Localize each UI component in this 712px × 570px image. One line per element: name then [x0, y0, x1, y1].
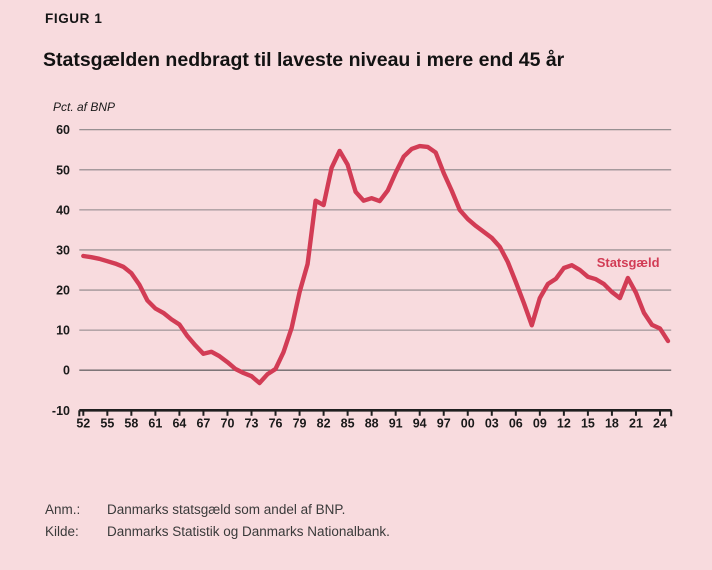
x-axis-tick-label: 52	[76, 417, 90, 431]
x-axis-tick-label: 58	[124, 417, 138, 431]
figure-label: FIGUR 1	[45, 11, 103, 26]
y-axis-tick-label: 10	[56, 324, 70, 338]
x-axis-tick-label: 06	[509, 417, 523, 431]
x-axis-tick-label: 88	[365, 417, 379, 431]
x-axis-tick-label: 67	[196, 417, 210, 431]
x-axis-tick-label: 12	[557, 417, 571, 431]
y-axis-tick-label: 30	[56, 243, 70, 257]
x-axis-tick-label: 91	[389, 417, 403, 431]
x-axis-tick-label: 70	[221, 417, 235, 431]
y-axis-tick-label: 0	[63, 364, 70, 378]
statsgaeld-series-line	[81, 143, 671, 386]
x-axis-tick-label: 76	[269, 417, 283, 431]
series-label-statsgaeld: Statsgæld	[597, 255, 660, 270]
x-axis-tick-label: 64	[172, 417, 186, 431]
x-axis-tick-label: 15	[581, 417, 595, 431]
y-axis-tick-label: 50	[56, 163, 70, 177]
source-label: Kilde:	[45, 524, 79, 539]
x-axis-tick-label: 18	[605, 417, 619, 431]
note-text: Danmarks statsgæld som andel af BNP.	[107, 502, 346, 517]
x-axis-tick-label: 61	[148, 417, 162, 431]
figure-title: Statsgælden nedbragt til laveste niveau …	[43, 49, 565, 71]
y-axis-tick-label: -10	[52, 404, 70, 418]
x-axis-tick-label: 00	[461, 417, 475, 431]
x-axis-tick-label: 24	[653, 417, 667, 431]
x-axis-tick-label: 55	[100, 417, 114, 431]
chart-footnotes: Anm.: Danmarks statsgæld som andel af BN…	[45, 501, 390, 540]
x-axis-tick-label: 85	[341, 417, 355, 431]
y-axis-tick-label: 20	[56, 284, 70, 298]
y-axis-tick-label: 40	[56, 203, 70, 217]
source-text: Danmarks Statistik og Danmarks Nationalb…	[107, 524, 390, 539]
x-axis-tick-label: 21	[629, 417, 643, 431]
x-axis-tick-label: 82	[317, 417, 331, 431]
x-axis-tick-label: 09	[533, 417, 547, 431]
x-axis-tick-label: 94	[413, 417, 427, 431]
x-axis-tick-label: 03	[485, 417, 499, 431]
x-axis-tick-label: 73	[245, 417, 259, 431]
note-label: Anm.:	[45, 502, 81, 517]
x-axis-tick-label: 97	[437, 417, 451, 431]
x-axis-tick-label: 79	[293, 417, 307, 431]
axis-unit-label: Pct. af BNP	[53, 100, 116, 114]
y-axis-tick-label: 60	[56, 123, 70, 137]
